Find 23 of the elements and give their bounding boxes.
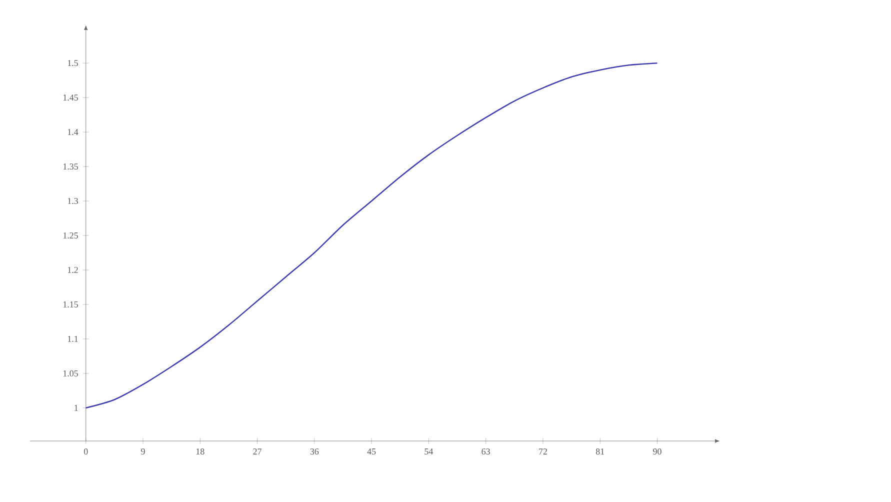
- x-tick-label: 0: [84, 448, 88, 455]
- y-tick-label: 1.5: [68, 60, 78, 66]
- x-tick-label: 18: [196, 448, 204, 455]
- y-tick-label: 1.45: [63, 94, 78, 101]
- y-tick-label: 1.35: [63, 164, 78, 170]
- x-tick-label: 36: [310, 448, 319, 455]
- x-tick-label: 90: [653, 448, 662, 455]
- y-tick-label: 1.3: [68, 198, 78, 204]
- y-tick-label: 1.15: [63, 301, 78, 308]
- y-tick-label: 1.2: [68, 266, 78, 274]
- y-tick-label: 1.1: [68, 336, 78, 342]
- x-tick-label: 27: [253, 448, 262, 454]
- y-tick-label: 1.05: [63, 370, 78, 376]
- y-tick-label: 1.4: [68, 129, 78, 136]
- y-tick-label: 1.25: [63, 232, 78, 239]
- x-tick-label: 63: [482, 448, 490, 455]
- x-tick-label: 81: [596, 448, 604, 455]
- y-tick-label: 1: [74, 404, 78, 411]
- line-series: [85, 62, 658, 409]
- x-tick-label: 54: [424, 448, 434, 455]
- x-tick-label: 45: [367, 448, 376, 455]
- x-tick-label: 9: [141, 448, 145, 455]
- x-tick-label: 72: [539, 448, 547, 454]
